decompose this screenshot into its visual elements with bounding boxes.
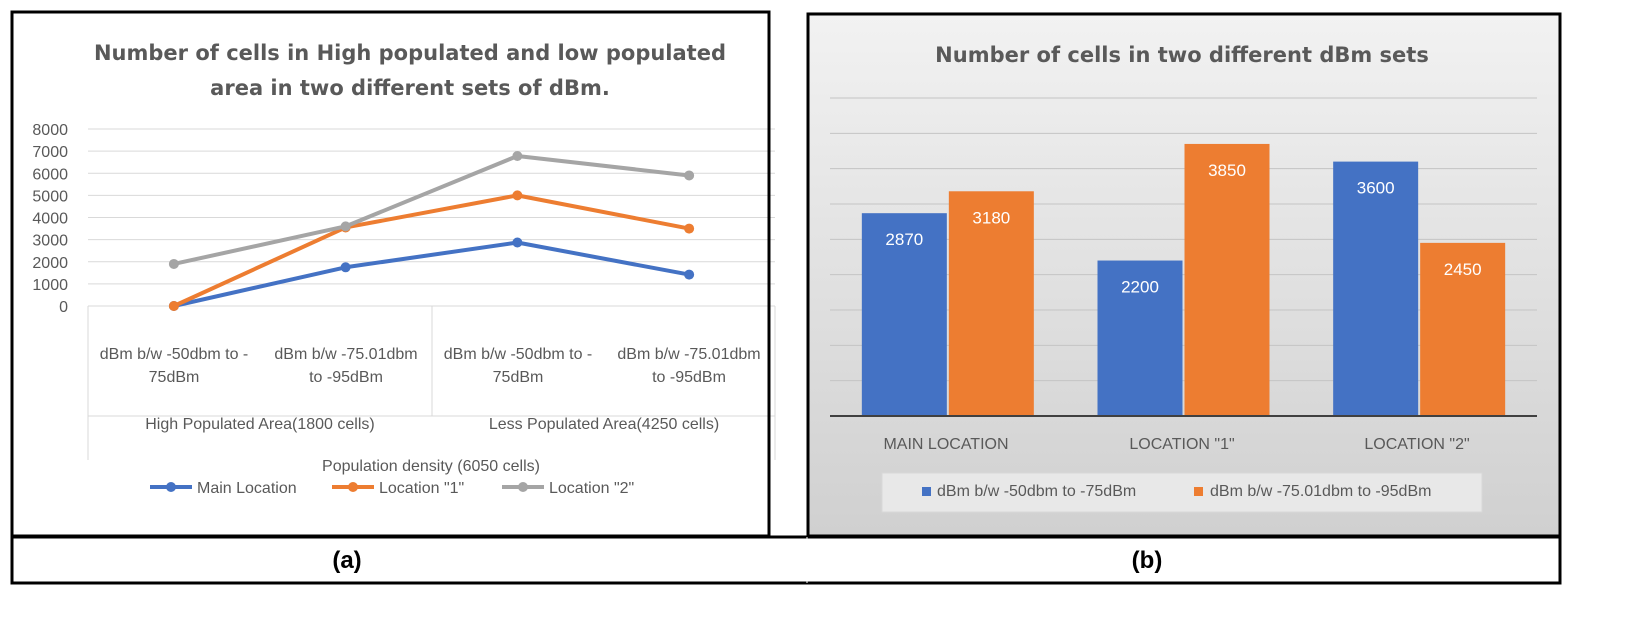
point-series-1-3 — [512, 237, 523, 248]
x-supergroup-label: Population density (6050 cells) — [322, 458, 540, 475]
bar-series-2-cat-3 — [1420, 242, 1506, 416]
legend-label-location-1: Location "1" — [379, 480, 464, 497]
y-tick-label: 7000 — [32, 144, 68, 161]
bar-label-series-1-cat-3: 3600 — [1357, 179, 1395, 198]
line-chart-legend: Main Location Location "1" Location "2" — [150, 480, 634, 497]
y-tick-label: 2000 — [32, 255, 68, 272]
bar-legend-swatch-series-2 — [1194, 487, 1203, 496]
bar-category-main-location: MAIN LOCATION — [883, 436, 1008, 453]
bar-series-1-cat-3 — [1333, 161, 1419, 416]
bar-category-location-2: LOCATION "2" — [1364, 436, 1469, 453]
bar-label-series-2-cat-2: 3850 — [1208, 161, 1246, 180]
point-series-2-3 — [512, 190, 523, 201]
x-tick-label-3a: dBm b/w -50dbm to - — [444, 346, 593, 363]
point-series-3-4 — [684, 170, 695, 181]
bar-series-2-cat-2 — [1184, 143, 1270, 416]
bar-legend-box — [881, 472, 1483, 513]
caption-b: (b) — [1132, 547, 1163, 574]
bar-chart-series: 2870 3180 2200 3850 3600 2450 — [861, 143, 1506, 416]
line-chart-x-axis: dBm b/w -50dbm to - 75dBm dBm b/w -75.01… — [87, 306, 776, 475]
x-tick-label-2a: dBm b/w -75.01dbm — [274, 346, 417, 363]
line-series-2 — [173, 193, 690, 308]
y-tick-label: 1000 — [32, 277, 68, 294]
line-chart-series — [168, 150, 695, 311]
bar-series-2-cat-1 — [948, 191, 1034, 416]
legend-label-location-2: Location "2" — [549, 480, 634, 497]
bar-category-location-1: LOCATION "1" — [1129, 436, 1234, 453]
line-series-1 — [173, 240, 690, 308]
line-series-3 — [173, 153, 690, 266]
bar-label-series-1-cat-2: 2200 — [1121, 278, 1159, 297]
bar-chart-gridlines — [830, 97, 1537, 382]
bar-legend-label-series-1: dBm b/w -50dbm to -75dBm — [937, 483, 1136, 500]
x-tick-label-2b: to -95dBm — [309, 369, 383, 386]
caption-row-border — [10, 535, 1562, 585]
y-tick-label: 6000 — [32, 166, 68, 183]
bar-chart-x-axis: MAIN LOCATION LOCATION "1" LOCATION "2" — [883, 436, 1469, 453]
bar-label-series-2-cat-1: 3180 — [972, 208, 1010, 227]
point-series-2-1 — [168, 301, 179, 311]
legend-label-main-location: Main Location — [197, 480, 297, 497]
bar-label-series-1-cat-1: 2870 — [885, 230, 923, 249]
y-tick-label: 5000 — [32, 188, 68, 205]
point-series-3-1 — [168, 258, 179, 269]
x-group-label-high: High Populated Area(1800 cells) — [145, 416, 374, 433]
x-tick-label-4a: dBm b/w -75.01dbm — [617, 346, 760, 363]
legend-item-main-location: Main Location — [150, 480, 297, 497]
x-tick-label-1a: dBm b/w -50dbm to - — [100, 346, 249, 363]
y-tick-label: 8000 — [32, 122, 68, 139]
point-series-2-4 — [684, 223, 695, 234]
bar-series-1-cat-1 — [861, 213, 947, 416]
panel-b: Number of cells in two different dBm set… — [806, 12, 1562, 538]
y-tick-label: 4000 — [32, 211, 68, 228]
x-tick-label-4b: to -95dBm — [652, 369, 726, 386]
legend-marker-location-2 — [518, 482, 528, 492]
point-series-1-2 — [340, 262, 351, 273]
x-tick-label-3b: 75dBm — [493, 369, 544, 386]
line-chart-title-line-1: Number of cells in High populated and lo… — [94, 41, 726, 65]
legend-item-location-2: Location "2" — [502, 480, 634, 497]
line-chart-title-line-2: area in two different sets of dBm. — [210, 76, 610, 100]
point-series-1-4 — [684, 269, 695, 280]
bar-legend-swatch-series-1 — [922, 487, 931, 496]
y-tick-label: 0 — [59, 299, 68, 316]
panel-a: Number of cells in High populated and lo… — [10, 10, 804, 560]
caption-row: (a) (b) — [10, 535, 1562, 585]
bar-label-series-2-cat-3: 2450 — [1444, 260, 1482, 279]
point-series-3-2 — [340, 221, 351, 232]
bar-legend-label-series-2: dBm b/w -75.01dbm to -95dBm — [1210, 483, 1431, 500]
bar-chart-title: Number of cells in two different dBm set… — [935, 43, 1429, 67]
y-tick-label: 3000 — [32, 233, 68, 250]
legend-item-location-1: Location "1" — [332, 480, 464, 497]
point-series-3-3 — [512, 150, 523, 161]
x-tick-label-1b: 75dBm — [149, 369, 200, 386]
legend-marker-main-location — [166, 482, 176, 492]
bar-chart-legend: dBm b/w -50dbm to -75dBm dBm b/w -75.01d… — [881, 472, 1483, 513]
caption-a: (a) — [332, 547, 361, 574]
legend-marker-location-1 — [348, 482, 358, 492]
line-chart-y-axis: 0 1000 2000 3000 4000 5000 6000 7000 8000 — [32, 122, 68, 316]
bar-series-1-cat-2 — [1097, 260, 1183, 416]
panel-a-background — [12, 12, 804, 560]
x-group-label-less: Less Populated Area(4250 cells) — [489, 416, 719, 433]
